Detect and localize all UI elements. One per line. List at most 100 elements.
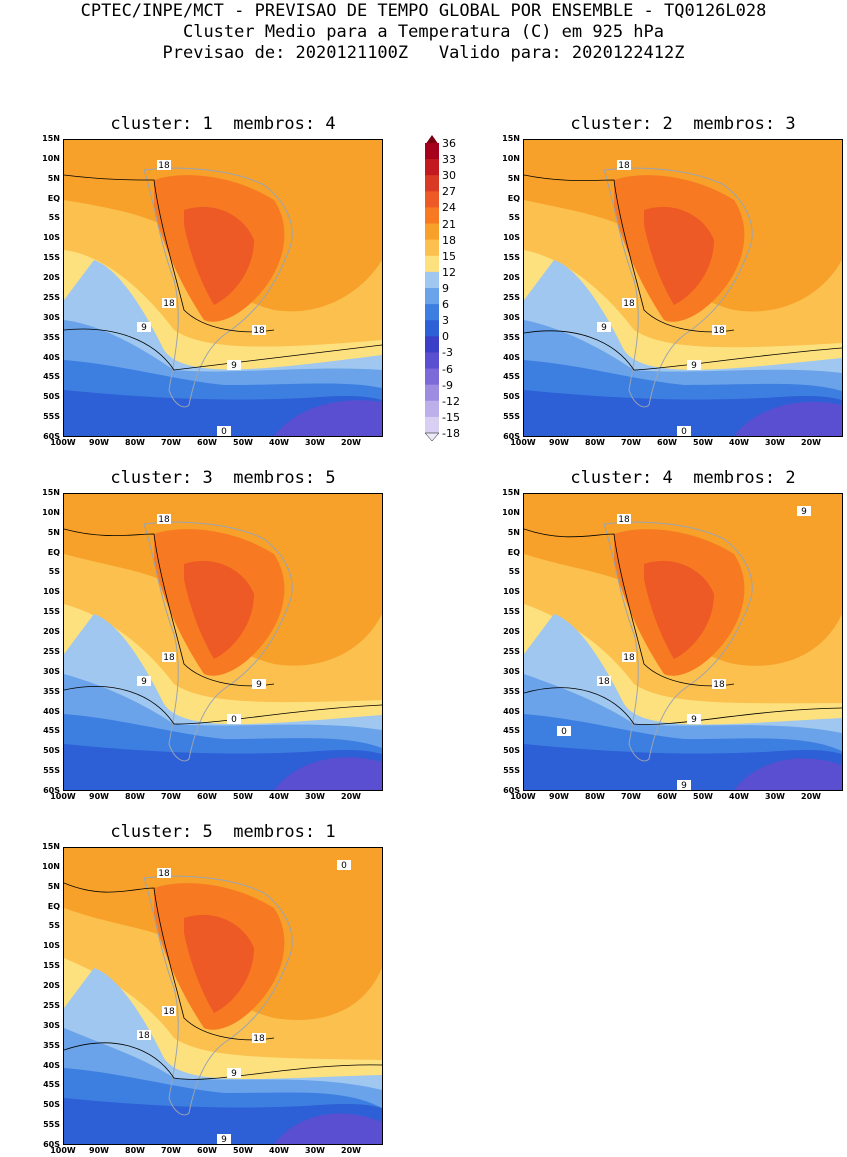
- contour-label: 18: [713, 326, 725, 336]
- longitude-tick: 40W: [729, 438, 749, 447]
- colorbar-label: -18: [442, 427, 460, 440]
- latitude-tick: 25S: [503, 646, 520, 656]
- contour-label-bg: [162, 1006, 176, 1016]
- contour-label: 18: [163, 653, 175, 663]
- temperature-map: 18 18 18 9 9 0: [63, 139, 383, 437]
- longitude-tick: 30W: [305, 1146, 325, 1155]
- longitude-tick: 80W: [125, 1146, 145, 1155]
- longitude-tick: 50W: [693, 792, 713, 801]
- colorbar-label: 6: [442, 298, 449, 312]
- latitude-tick: EQ: [47, 193, 60, 203]
- colorbar-swatch: [425, 223, 439, 241]
- contour-label-bg: [597, 322, 611, 332]
- warm-core: [184, 914, 254, 1013]
- latitude-tick: EQ: [507, 547, 520, 557]
- latitude-tick: 30S: [503, 312, 520, 322]
- latitude-tick: 15S: [503, 253, 520, 263]
- latitude-tick: 35S: [43, 332, 60, 342]
- contour-label: 9: [691, 361, 697, 371]
- colorbar-swatch: [425, 288, 439, 305]
- longitude-tick: 60W: [657, 438, 677, 447]
- colorbar-label: 27: [442, 185, 456, 199]
- temperature-band: [274, 400, 382, 436]
- longitude-tick: 70W: [161, 792, 181, 801]
- warm-core: [184, 560, 254, 659]
- latitude-tick: EQ: [47, 901, 60, 911]
- panel-title: cluster: 5 membros: 1: [110, 822, 336, 842]
- latitude-tick: 15N: [502, 134, 520, 143]
- contour-label: 9: [691, 715, 697, 725]
- contour-label: 9: [801, 507, 807, 517]
- contour-line: [524, 528, 735, 687]
- contour-label: 0: [681, 427, 687, 436]
- latitude-tick: 5S: [48, 567, 60, 577]
- map-svg: 18 18 18 18 9 9 0: [64, 848, 382, 1144]
- contour-label-bg: [227, 1068, 241, 1078]
- latitude-tick: 35S: [43, 1040, 60, 1050]
- latitude-tick: 5N: [47, 173, 60, 183]
- latitude-tick: 45S: [503, 726, 520, 736]
- latitude-tick: 40S: [43, 706, 60, 716]
- latitude-tick: 15N: [42, 488, 60, 497]
- longitude-tick: 70W: [161, 438, 181, 447]
- latitude-tick: 5N: [47, 527, 60, 537]
- longitude-tick: 90W: [89, 792, 109, 801]
- longitude-tick: 80W: [125, 438, 145, 447]
- temperature-band: [274, 757, 382, 790]
- contour-label-bg: [677, 780, 691, 790]
- contour-label-bg: [137, 676, 151, 686]
- header-line-3: Previsao de: 2020121100Z Valido para: 20…: [162, 43, 685, 63]
- contour-label-bg: [622, 652, 636, 662]
- contour-label-bg: [797, 506, 811, 516]
- longitude-tick: 20W: [801, 438, 821, 447]
- colorbar-swatch: [425, 400, 439, 418]
- contour-label-bg: [622, 298, 636, 308]
- latitude-tick: 25S: [43, 1000, 60, 1010]
- contour-label-bg: [227, 360, 241, 370]
- longitude-tick: 60W: [197, 792, 217, 801]
- header-line-1: CPTEC/INPE/MCT - PREVISAO DE TEMPO GLOBA…: [80, 1, 767, 21]
- contour-label-bg: [217, 1134, 231, 1144]
- colorbar-label: -9: [442, 378, 453, 392]
- temperature-band: [274, 1113, 382, 1144]
- latitude-tick: 20S: [503, 627, 520, 637]
- latitude-tick: 5S: [48, 921, 60, 931]
- contour-label-bg: [157, 160, 171, 170]
- latitude-tick: 5S: [48, 213, 60, 223]
- contour-label: 18: [623, 653, 635, 663]
- colorbar-arrow-bottom: [425, 432, 439, 441]
- longitude-tick: 60W: [657, 792, 677, 801]
- latitude-tick: 15S: [43, 253, 60, 263]
- coastline: [143, 521, 293, 762]
- latitude-tick: EQ: [47, 547, 60, 557]
- latitude-tick: 5S: [508, 567, 520, 577]
- contour-line: [64, 686, 382, 725]
- colorbar-label: 33: [442, 153, 456, 167]
- colorbar-swatch: [425, 320, 439, 337]
- latitude-tick: 5N: [507, 527, 520, 537]
- colorbar-swatch: [425, 271, 439, 289]
- contour-label: 18: [598, 677, 610, 687]
- contour-label: 18: [253, 326, 265, 336]
- contour-label: 0: [231, 715, 237, 725]
- contour-label-bg: [252, 1033, 266, 1043]
- colorbar-swatch: [425, 336, 439, 353]
- contour-label: 9: [141, 677, 147, 687]
- latitude-tick: 25S: [43, 646, 60, 656]
- contour-label-bg: [162, 298, 176, 308]
- longitude-tick: 80W: [585, 792, 605, 801]
- panel-title: cluster: 2 membros: 3: [570, 114, 796, 134]
- latitude-tick: 35S: [503, 686, 520, 696]
- colorbar-label: 24: [442, 201, 456, 215]
- latitude-tick: 40S: [503, 706, 520, 716]
- latitude-tick: 10N: [502, 507, 520, 517]
- contour-label: 18: [163, 1007, 175, 1017]
- latitude-tick: 60S: [43, 1140, 60, 1149]
- latitude-tick: 25S: [43, 292, 60, 302]
- coastline: [143, 875, 293, 1116]
- contour-label-bg: [557, 726, 571, 736]
- contour-label: 9: [231, 1069, 237, 1079]
- header-line-2: Cluster Medio para a Temperatura (C) em …: [182, 22, 665, 42]
- colorbar-swatch: [425, 352, 439, 370]
- latitude-tick: 5N: [507, 173, 520, 183]
